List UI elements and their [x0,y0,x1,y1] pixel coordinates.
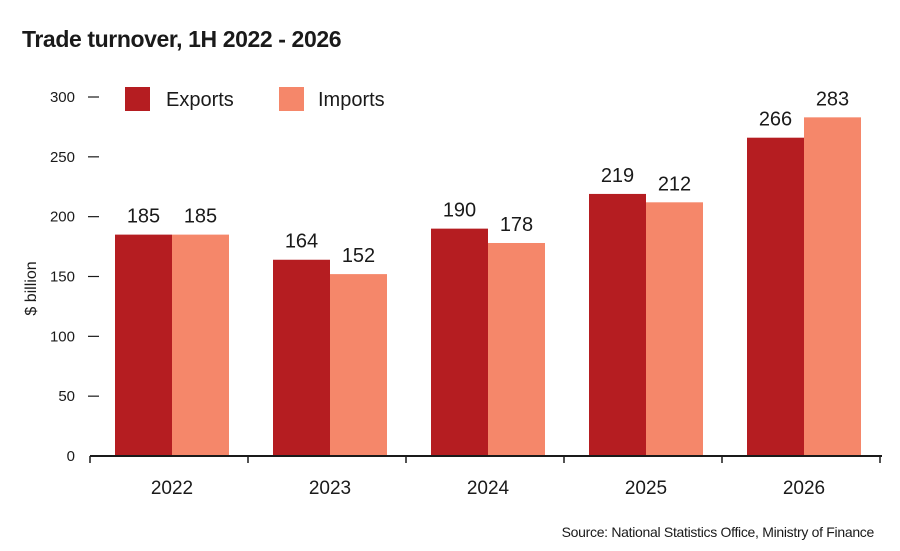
data-label-imports-2024: 178 [500,214,533,236]
x-tick-label: 2023 [309,478,351,499]
y-tick-label: 50 [58,388,75,405]
data-label-exports-2024: 190 [443,200,476,222]
source-note: Source: National Statistics Office, Mini… [561,524,875,540]
y-axis-label: $ billion [23,261,40,315]
data-label-exports-2026: 266 [759,109,792,131]
bar-imports-2022 [172,234,229,456]
x-tick-label: 2024 [467,478,510,499]
chart-title: Trade turnover, 1H 2022 - 2026 [22,26,342,52]
data-label-imports-2022: 185 [184,206,217,228]
data-label-imports-2026: 283 [816,88,849,110]
y-tick-label: 300 [50,89,75,106]
bar-exports-2023 [273,259,330,456]
x-tick-label: 2025 [625,478,667,499]
data-label-imports-2025: 212 [658,173,691,195]
legend-label-exports: Exports [166,89,234,111]
x-tick-label: 2022 [151,478,193,499]
x-tick-label: 2026 [783,478,825,499]
bar-imports-2023 [330,274,387,456]
y-tick-label: 0 [67,448,75,465]
bar-exports-2026 [747,137,804,457]
data-label-imports-2023: 152 [342,245,375,267]
y-tick-label: 100 [50,328,75,345]
data-label-exports-2022: 185 [127,206,160,228]
bar-exports-2022 [115,234,172,456]
y-tick-label: 200 [50,209,75,226]
bar-exports-2025 [589,193,646,456]
data-label-exports-2023: 164 [285,231,318,253]
legend-label-imports: Imports [318,89,385,111]
bar-imports-2025 [646,202,703,456]
legend-swatch-exports [125,87,150,111]
bar-imports-2026 [804,117,861,457]
legend-swatch-imports [279,87,304,111]
y-tick-label: 250 [50,149,75,166]
y-tick-label: 150 [50,269,75,286]
bar-imports-2024 [488,242,545,456]
bar-exports-2024 [431,228,488,456]
data-label-exports-2025: 219 [601,165,634,187]
